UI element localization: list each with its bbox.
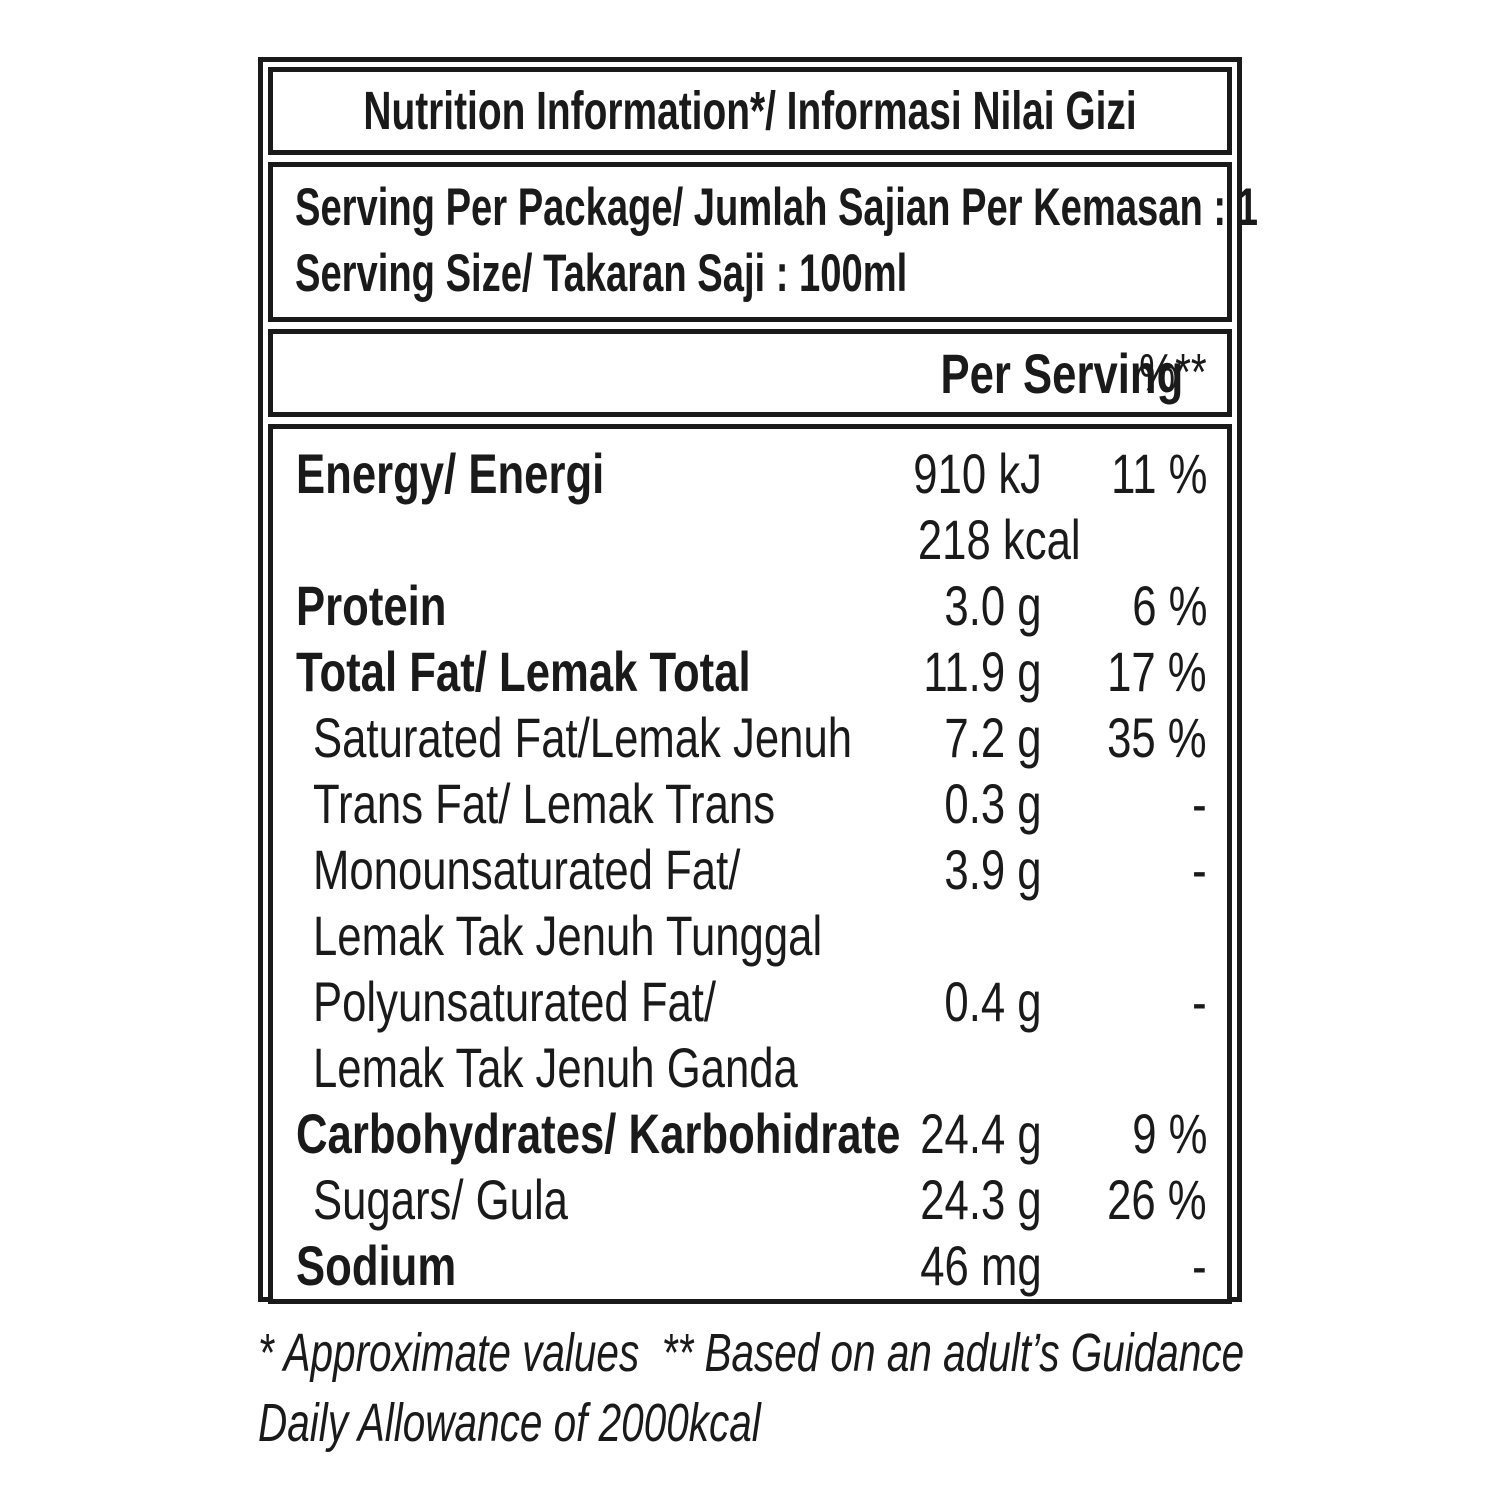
footnote-line-2: Daily Allowance of 2000kcal [258,1393,761,1453]
nutrient-row: Monounsaturated Fat/ 3.9 g - [273,837,1207,903]
nutrient-percent: - [1192,1234,1207,1297]
nutrient-row: Sodium 46 mg - [273,1233,1207,1299]
nutrient-percent [1042,1035,1207,1101]
nutrient-percent: 17 % [1107,640,1207,703]
nutrient-label: Protein [296,574,447,637]
nutrient-label: Trans Fat/ Lemak Trans [313,772,776,835]
label-title: Nutrition Information*/ Informasi Nilai … [363,81,1137,141]
nutrient-percent: 9 % [1131,1102,1207,1165]
nutrient-rows-section: Energy/ Energi 910 kJ 11 % 218 kcal Prot… [268,424,1232,1304]
nutrient-row: Lemak Tak Jenuh Tunggal [273,903,1207,969]
column-header-percent: %** [1139,344,1207,402]
footnote: * Approximate values ** Based on an adul… [258,1318,1458,1458]
nutrient-label: Energy/ Energi [296,442,605,505]
nutrient-percent: 35 % [1107,706,1207,769]
nutrient-value: 910 kJ [913,442,1042,505]
column-header-row: Per Serving %** [268,329,1232,417]
nutrient-value: 11.9 g [923,640,1042,703]
nutrient-value: 7.2 g [944,706,1042,769]
nutrient-label: Lemak Tak Jenuh Tunggal [313,904,823,967]
serving-per-package-line: Serving Per Package/ Jumlah Sajian Per K… [295,178,1258,237]
footnote-line-1: * Approximate values ** Based on an adul… [258,1323,1245,1383]
serving-info-section: Serving Per Package/ Jumlah Sajian Per K… [268,162,1258,322]
nutrient-label: Sodium [296,1234,457,1297]
nutrient-label: Saturated Fat/Lemak Jenuh [313,706,853,769]
nutrient-row: Energy/ Energi 910 kJ 11 % [273,441,1207,507]
nutrient-percent [1042,903,1207,969]
nutrient-row: Saturated Fat/Lemak Jenuh 7.2 g 35 % [273,705,1207,771]
nutrient-row: Polyunsaturated Fat/ 0.4 g - [273,969,1207,1035]
nutrient-label: Polyunsaturated Fat/ [313,970,717,1033]
nutrient-value: 24.4 g [920,1102,1042,1165]
nutrient-percent: 6 % [1131,574,1207,637]
nutrient-value [872,903,1042,969]
nutrition-facts-table: Nutrition Information*/ Informasi Nilai … [258,57,1258,1304]
nutrient-row: Sugars/ Gula 24.3 g 26 % [273,1167,1207,1233]
nutrient-row: Total Fat/ Lemak Total 11.9 g 17 % [273,639,1207,705]
nutrient-label: Sugars/ Gula [313,1168,568,1231]
nutrient-percent: 11 % [1110,442,1207,505]
nutrient-row: Carbohydrates/ Karbohidrate 24.4 g 9 % [273,1101,1207,1167]
serving-size-line: Serving Size/ Takaran Saji : 100ml [295,244,908,303]
nutrient-row: Trans Fat/ Lemak Trans 0.3 g - [273,771,1207,837]
nutrient-value: 0.3 g [944,772,1042,835]
nutrient-row: Lemak Tak Jenuh Ganda [273,1035,1207,1101]
nutrient-value: 24.3 g [920,1168,1042,1231]
column-header-per-serving: Per Serving [940,341,1184,405]
nutrient-value: 3.0 g [944,574,1042,637]
nutrient-row: Protein 3.0 g 6 % [273,573,1207,639]
nutrient-value [872,1035,1042,1101]
nutrient-label [296,507,872,573]
nutrient-value: 3.9 g [944,838,1042,901]
nutrient-label: Lemak Tak Jenuh Ganda [313,1036,798,1099]
nutrient-label: Monounsaturated Fat/ [313,838,741,901]
nutrient-row: 218 kcal [273,507,1207,573]
nutrient-percent: - [1192,772,1207,835]
nutrient-value: 0.4 g [944,970,1042,1033]
title-section: Nutrition Information*/ Informasi Nilai … [268,67,1232,155]
nutrient-label: Total Fat/ Lemak Total [296,640,751,703]
nutrient-value: 218 kcal [917,508,1081,571]
nutrient-percent: 26 % [1107,1168,1207,1231]
nutrient-label: Carbohydrates/ Karbohidrate [296,1102,901,1165]
nutrient-value: 46 mg [920,1234,1042,1297]
nutrient-percent: - [1192,838,1207,901]
nutrient-percent: - [1192,970,1207,1033]
